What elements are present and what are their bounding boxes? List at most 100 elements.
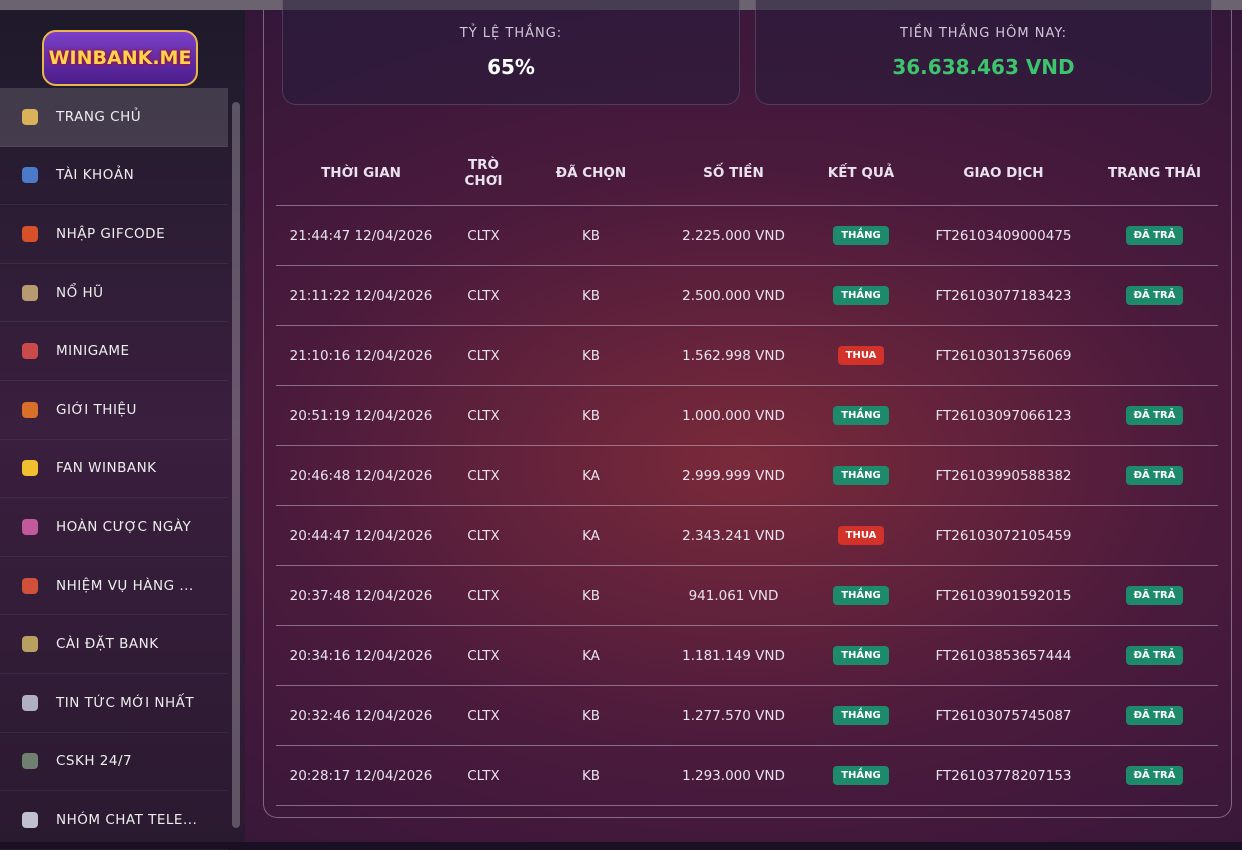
menu-item[interactable]: CÀI ĐẶT BANK [0,615,228,674]
stat-value: 36.638.463 VND [892,55,1075,79]
menu-icon [22,108,38,125]
table-cell: 2.500.000 VND [682,287,785,304]
table-cell: THUA [806,346,916,365]
status-badge: ĐÃ TRẢ [1125,706,1184,725]
table-cell: FT26103075745087 [935,707,1072,724]
table-row: 20:51:19 12/04/2026 CLTX KB 1.000.000 VND TH… [276,386,1218,446]
table-cell: 2.343.241 VND [682,527,785,544]
menu-label: TIN TỨC MỚI NHẤT [56,694,195,711]
table-cell: ĐÃ TRẢ [1091,226,1218,245]
table-cell: 2.999.999 VND [682,467,785,484]
table-cell: FT26103990588382 [935,467,1072,484]
menu-icon [22,753,38,770]
menu: TRANG CHỦ TÀI KHOẢN NHẬP GIFCODE NỔ HŨ MINIG… [0,88,228,850]
table-cell: FT26103097066123 [935,407,1072,424]
table-cell: CLTX [467,287,500,304]
stat-label: TIỀN THẮNG HÔM NAY: [900,26,1067,41]
table-cell: CLTX [467,527,500,544]
table-cell: FT26103013756069 [935,347,1072,364]
table-cell: CLTX [467,767,500,784]
menu-label: FAN WINBANK [56,460,157,477]
column-header: GIAO DỊCH [963,164,1044,181]
history-table: THỜI GIAN TRÒ CHƠI ĐÃ CHỌN SỐ TIỀN KẾT QUẢ GI… [276,140,1218,806]
menu-icon [22,518,38,535]
menu-item[interactable]: TIN TỨC MỚI NHẤT [0,674,228,733]
menu-item[interactable]: TRANG CHỦ [0,88,228,147]
table-cell: ĐÃ TRẢ [1091,706,1218,725]
status-badge: ĐÃ TRẢ [1125,586,1184,605]
menu-item[interactable]: NHÓM CHAT TELE... [0,791,228,850]
table-row: 20:32:46 12/04/2026 CLTX KB 1.277.570 VND TH… [276,686,1218,746]
menu-label: TRANG CHỦ [56,108,142,125]
table-row: 20:34:16 12/04/2026 CLTX KA 1.181.149 VND TH… [276,626,1218,686]
menu-item[interactable]: CSKH 24/7 [0,733,228,792]
status-badge: ĐÃ TRẢ [1125,766,1184,785]
column-header: ĐÃ CHỌN [555,164,627,181]
logo[interactable]: WINBANK.ME [42,30,198,86]
table-cell: CLTX [467,707,500,724]
result-badge: THẮNG [833,646,889,665]
menu-item[interactable]: TÀI KHOẢN [0,147,228,206]
table-cell: THẮNG [806,406,916,425]
menu-label: NỔ HŨ [56,284,104,301]
column-header: KẾT QUẢ [827,164,895,181]
stat-label: TỶ LỆ THẮNG: [459,26,563,41]
history-panel [263,10,1232,818]
table-row: 20:28:17 12/04/2026 CLTX KB 1.293.000 VND TH… [276,746,1218,806]
menu-icon [22,343,38,360]
table-cell: 20:37:48 12/04/2026 [289,587,433,604]
table-cell: 20:34:16 12/04/2026 [289,647,433,664]
table-row: 20:44:47 12/04/2026 CLTX KA 2.343.241 VND TH… [276,506,1218,566]
table-cell: 20:46:48 12/04/2026 [289,467,433,484]
menu-icon [22,284,38,301]
menu-label: MINIGAME [56,343,130,360]
menu-item[interactable]: FAN WINBANK [0,440,228,499]
menu-item[interactable]: GIỚI THIỆU [0,381,228,440]
table-cell: ĐÃ TRẢ [1091,766,1218,785]
result-badge: THẮNG [833,286,889,305]
scrollbar[interactable] [232,102,240,828]
menu-item[interactable]: HOÀN CƯỢC NGÀY [0,498,228,557]
table-cell: 21:44:47 12/04/2026 [289,227,433,244]
table-cell: CLTX [467,467,500,484]
table-cell: CLTX [467,587,500,604]
table-cell: 20:44:47 12/04/2026 [289,527,433,544]
table-cell: KB [581,287,601,304]
result-badge: THẮNG [833,466,889,485]
table-cell: FT26103072105459 [935,527,1072,544]
status-badge: ĐÃ TRẢ [1125,226,1184,245]
result-badge: THUA [837,526,885,545]
stat-card: TIỀN THẮNG HÔM NAY: 36.638.463 VND [755,0,1212,105]
result-badge: THUA [837,346,885,365]
menu-icon [22,577,38,594]
column-header: THỜI GIAN [321,164,401,181]
menu-icon [22,460,38,477]
menu-item[interactable]: NỔ HŨ [0,264,228,323]
table-cell: FT26103077183423 [935,287,1072,304]
result-badge: THẮNG [833,766,889,785]
column-header: TRÒ CHƠI [464,156,503,189]
table-cell: THẮNG [806,646,916,665]
table-cell: KB [581,407,601,424]
menu-item[interactable]: NHẬP GIFCODE [0,205,228,264]
menu-label: CÀI ĐẶT BANK [56,636,159,653]
result-badge: THẮNG [833,226,889,245]
table-cell: ĐÃ TRẢ [1091,586,1218,605]
table-row: 21:10:16 12/04/2026 CLTX KB 1.562.998 VND TH… [276,326,1218,386]
menu-item[interactable]: MINIGAME [0,322,228,381]
table-row: 20:46:48 12/04/2026 CLTX KA 2.999.999 VND TH… [276,446,1218,506]
table-cell: KB [581,587,601,604]
menu-label: NHẬP GIFCODE [56,225,166,242]
table-cell: CLTX [467,407,500,424]
table-cell: KA [582,527,600,544]
table-cell: 1.562.998 VND [682,347,785,364]
menu-item[interactable]: NHIỆM VỤ HÀNG ... [0,557,228,616]
table-cell: 941.061 VND [688,587,779,604]
stat-card: TỶ LỆ THẮNG: 65% [282,0,740,105]
table-cell: 1.277.570 VND [682,707,785,724]
menu-label: NHÓM CHAT TELE... [56,811,198,828]
table-cell: THẮNG [806,706,916,725]
table-cell: KB [581,767,601,784]
table-cell: ĐÃ TRẢ [1091,286,1218,305]
table-cell: THẮNG [806,286,916,305]
